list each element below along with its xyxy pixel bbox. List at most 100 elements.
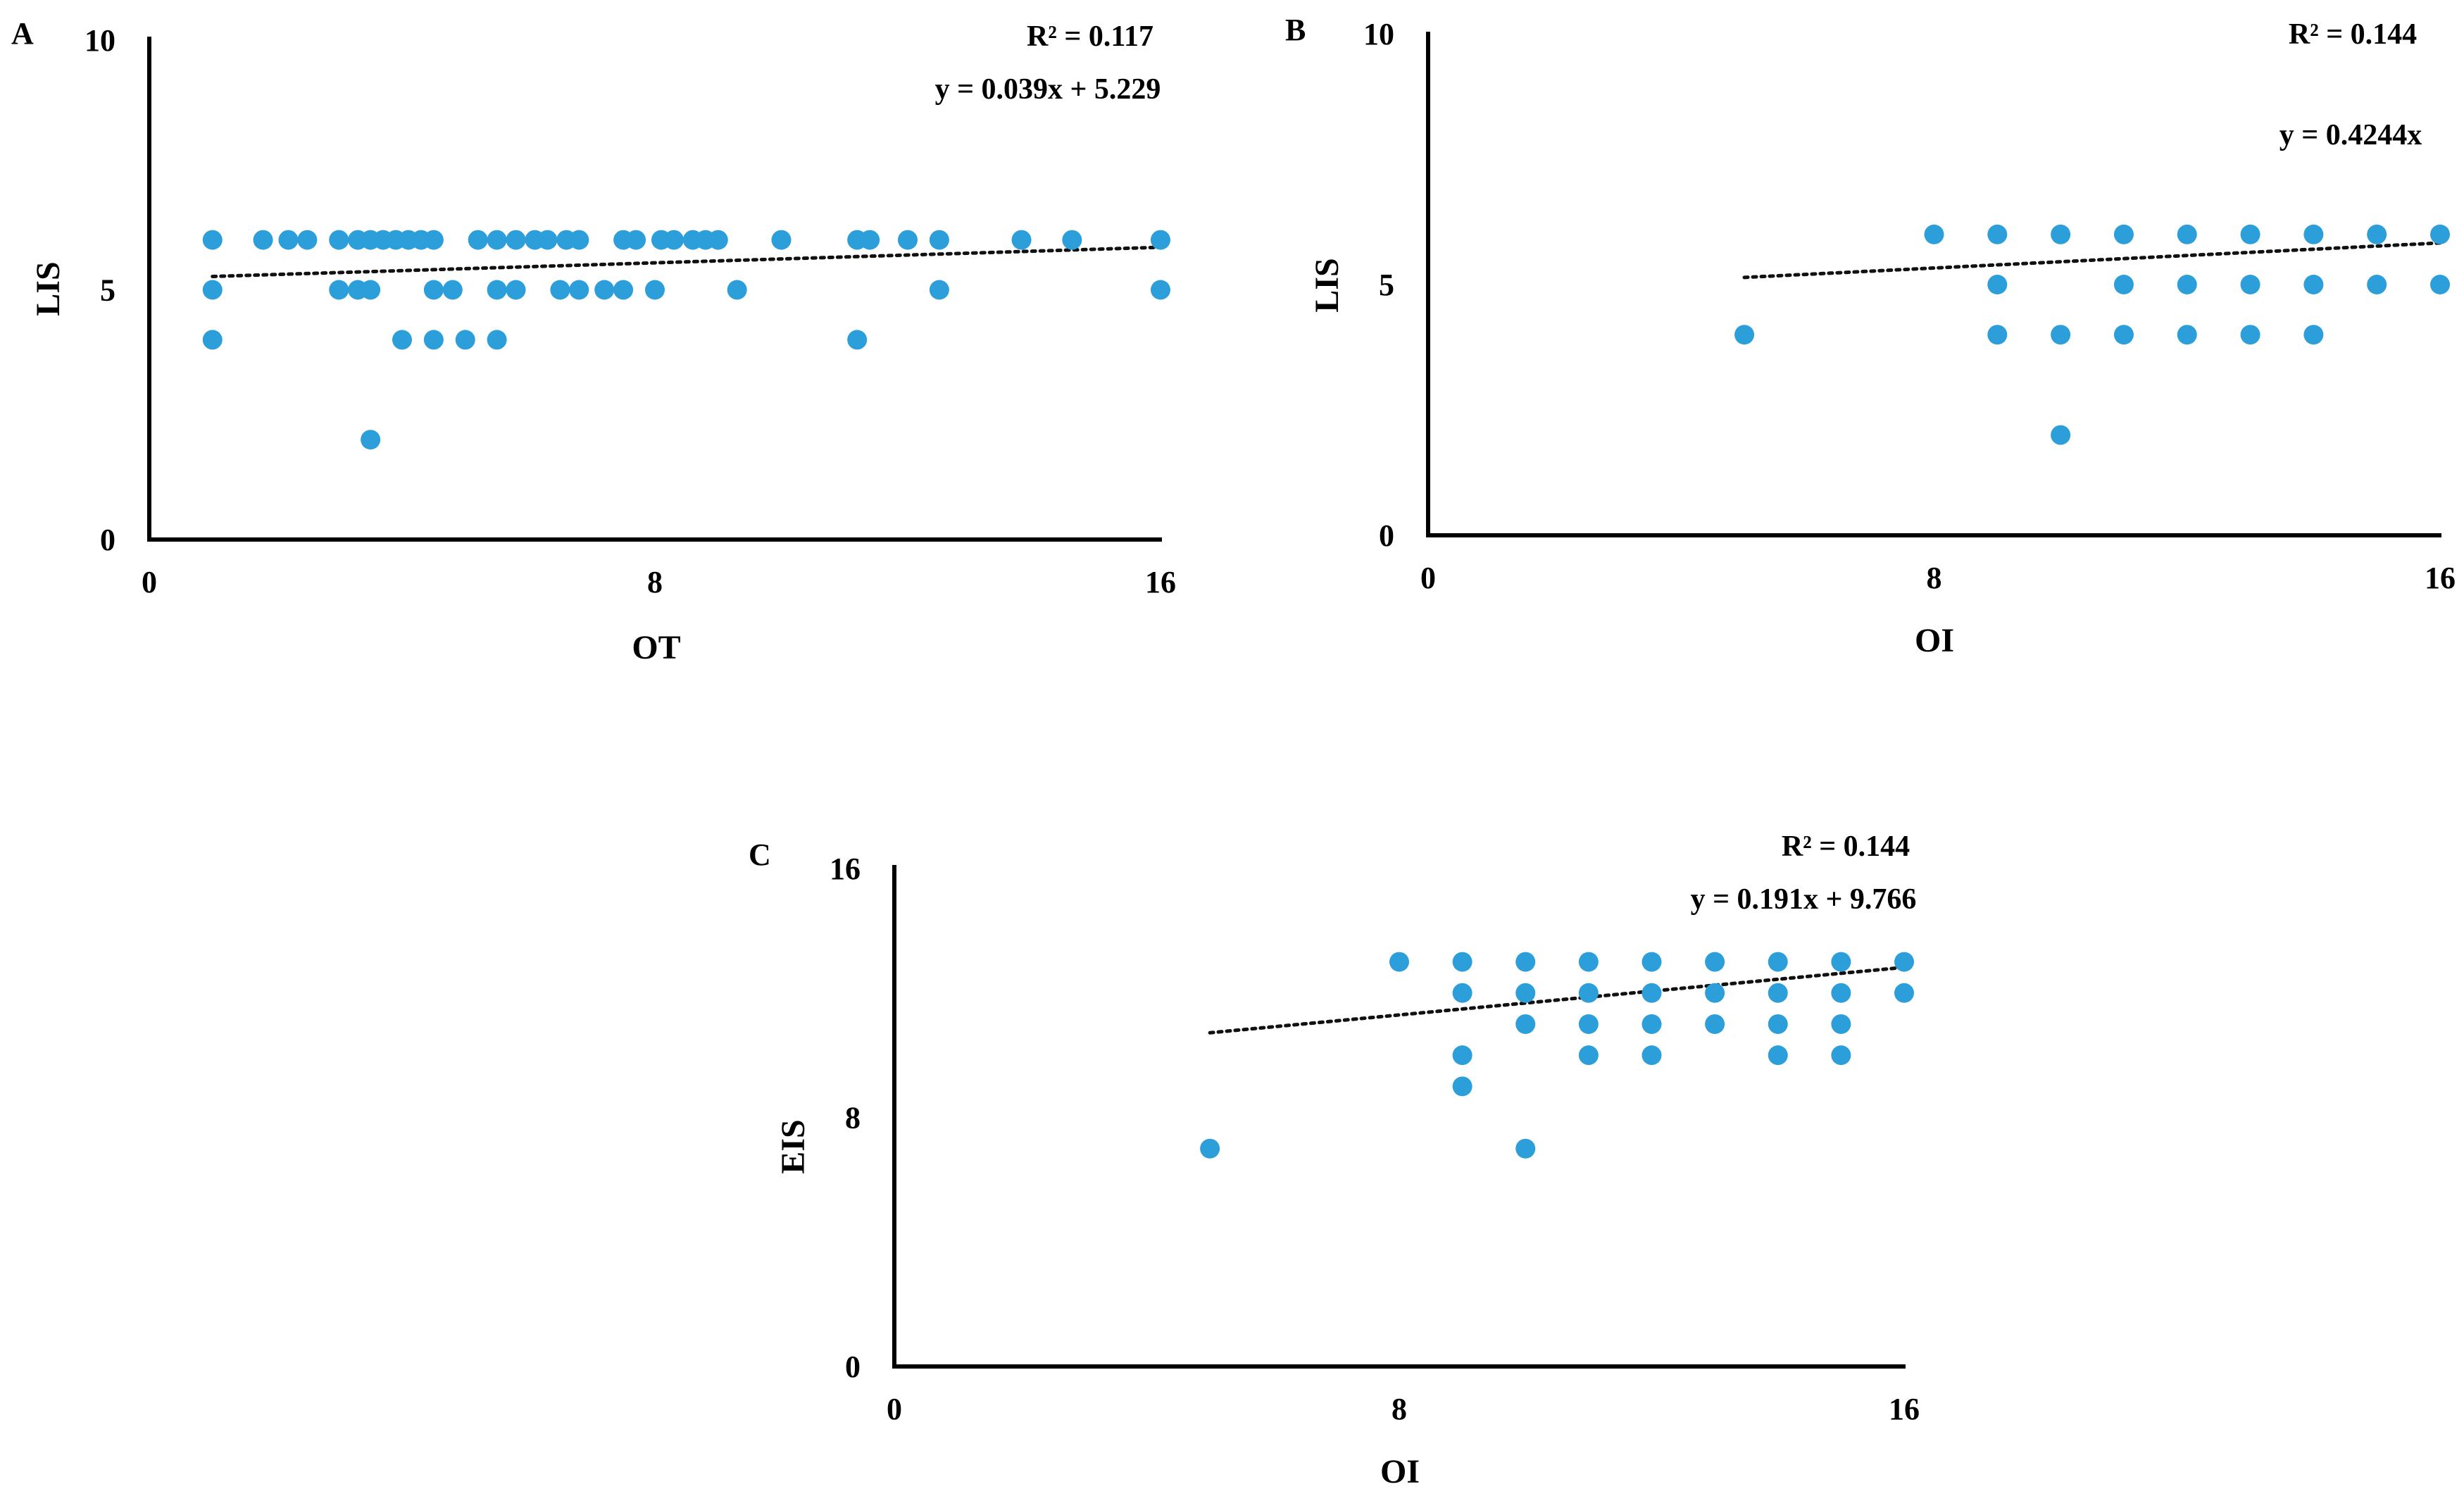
panel-b-data-point: [2367, 275, 2387, 294]
panel-b-equation: y = 0.4244x: [2279, 119, 2422, 151]
panel-c-data-point: [1768, 952, 1788, 972]
panel-a-data-point: [569, 280, 589, 300]
panel-a-data-point: [929, 280, 949, 300]
panel-a-points: [202, 230, 1170, 450]
panel-c-x-tick-0: 0: [887, 1392, 902, 1426]
panel-c-trendline: [1208, 965, 1906, 1035]
panel-c-equation: y = 0.191x + 9.766: [1691, 883, 1917, 916]
panel-c-x-tick-2: 16: [1889, 1392, 1920, 1426]
panel-a-equation: y = 0.039x + 5.229: [935, 73, 1161, 106]
panel-a-data-point: [297, 230, 318, 250]
panel-b-label: B: [1285, 13, 1306, 47]
panel-a-data-point: [1151, 280, 1170, 300]
panel-a-data-point: [506, 280, 526, 300]
panel-a-x-tick-0: 0: [142, 565, 157, 599]
panel-c-data-point: [1641, 983, 1662, 1003]
panel-c-x-tick-1: 8: [1392, 1392, 1407, 1426]
panel-a-data-point: [202, 330, 223, 350]
panel-b: B 0 8 16 0 5 10 OI LIS R² = 0.144 y = 0.4244x: [1285, 13, 2456, 659]
panel-b-data-point: [1924, 224, 1944, 244]
panel-a-data-point: [771, 230, 792, 250]
panel-c-x-axis-title: OI: [1380, 1453, 1420, 1490]
panel-a-data-point: [594, 280, 615, 300]
panel-c-data-point: [1452, 983, 1472, 1003]
panel-b-data-point: [2367, 224, 2387, 244]
panel-a-data-point: [253, 230, 273, 250]
panel-c-data-point: [1705, 983, 1725, 1003]
panel-c-data-point: [1641, 1014, 1662, 1034]
panel-c-data-point: [1452, 1045, 1472, 1066]
panel-c-data-point: [1578, 983, 1599, 1003]
panel-c-data-point: [1831, 983, 1851, 1003]
panel-a-data-point: [423, 330, 444, 350]
panel-c-data-point: [1831, 1014, 1851, 1034]
panel-a-data-point: [329, 280, 349, 300]
panel-a-data-point: [361, 280, 381, 300]
panel-b-data-point: [2051, 224, 2071, 244]
panel-a-data-point: [423, 230, 444, 250]
panel-c-data-point: [1831, 1045, 1851, 1066]
panel-a: A 0 8 16 0 5 10 OT LIS R² = 0.117 y = 0.039x …: [11, 16, 1176, 666]
panel-b-data-point: [2240, 224, 2260, 244]
panel-a-data-point: [626, 230, 646, 250]
panel-a-data-point: [442, 280, 463, 300]
panel-a-trendline: [211, 245, 1163, 278]
panel-b-data-point: [2113, 275, 2134, 294]
panel-b-data-point: [2430, 275, 2450, 294]
panel-a-data-point: [569, 230, 589, 250]
panel-a-data-point: [392, 330, 412, 350]
panel-c-ticks: 0 8 16 0 8 16: [830, 852, 1920, 1426]
panel-b-data-point: [2240, 275, 2260, 294]
panel-a-x-tick-1: 8: [647, 565, 663, 599]
panel-b-x-tick-2: 16: [2425, 561, 2456, 595]
panel-b-y-tick-2: 10: [1363, 17, 1394, 51]
panel-c-label: C: [749, 837, 771, 872]
panel-b-data-point: [2303, 224, 2324, 244]
panel-a-data-point: [847, 330, 868, 350]
panel-a-data-point: [278, 230, 299, 250]
panel-a-r-squared: R² = 0.117: [1027, 20, 1153, 53]
panel-b-data-point: [2177, 224, 2197, 244]
panel-a-data-point: [361, 430, 381, 450]
panel-a-data-point: [645, 280, 665, 300]
panel-c-data-point: [1515, 952, 1536, 972]
panel-a-data-point: [1011, 230, 1032, 250]
panel-b-trendline: [1742, 241, 2442, 280]
panel-c: C 0 8 16 0 8 16 OI EIS R² = 0.144 y = 0.191x …: [749, 830, 1920, 1490]
panel-a-x-tick-2: 16: [1145, 565, 1176, 599]
panel-a-data-point: [487, 330, 507, 350]
panel-b-points: [1734, 224, 2450, 445]
panel-b-x-axis-title: OI: [1915, 622, 1954, 659]
panel-a-x-axis-title: OT: [632, 629, 680, 666]
panel-a-data-point: [202, 280, 223, 300]
panel-c-data-point: [1831, 952, 1851, 972]
panel-b-ticks: 0 8 16 0 5 10: [1363, 17, 2456, 595]
panel-c-points: [1200, 952, 1914, 1159]
panel-c-data-point: [1452, 1076, 1472, 1097]
panel-b-data-point: [2051, 325, 2071, 345]
panel-c-data-point: [1578, 1045, 1599, 1066]
panel-a-data-point: [487, 280, 507, 300]
panel-a-y-tick-1: 5: [100, 273, 115, 308]
panel-a-data-point: [1151, 230, 1170, 250]
panel-c-data-point: [1515, 983, 1536, 1003]
panel-c-data-point: [1578, 952, 1599, 972]
panel-b-data-point: [2177, 275, 2197, 294]
panel-b-r-squared: R² = 0.144: [2289, 18, 2417, 51]
panel-b-data-point: [2303, 325, 2324, 345]
panel-b-y-tick-0: 0: [1379, 518, 1394, 553]
panel-c-y-tick-1: 8: [845, 1101, 861, 1135]
panel-a-data-point: [487, 230, 507, 250]
panel-a-y-tick-2: 10: [85, 23, 115, 58]
panel-a-data-point: [202, 230, 223, 250]
panel-a-data-point: [329, 230, 349, 250]
panel-c-data-point: [1705, 952, 1725, 972]
panel-c-data-point: [1389, 952, 1409, 972]
panel-b-data-point: [1987, 275, 2008, 294]
panel-c-y-tick-2: 16: [830, 852, 861, 886]
panel-b-data-point: [2240, 325, 2260, 345]
panel-a-data-point: [537, 230, 558, 250]
panel-c-data-point: [1578, 1014, 1599, 1034]
panel-a-data-point: [613, 280, 634, 300]
